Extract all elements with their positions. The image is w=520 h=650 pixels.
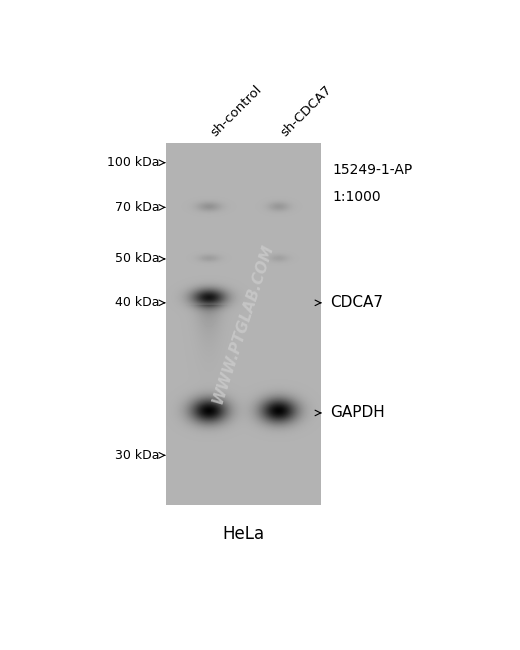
Text: GAPDH: GAPDH bbox=[330, 406, 385, 421]
Text: CDCA7: CDCA7 bbox=[330, 295, 383, 310]
Text: 30 kDa: 30 kDa bbox=[115, 448, 160, 461]
Text: 50 kDa: 50 kDa bbox=[115, 252, 160, 265]
Text: HeLa: HeLa bbox=[222, 525, 264, 543]
Text: 70 kDa: 70 kDa bbox=[115, 201, 160, 214]
Text: 15249-1-AP: 15249-1-AP bbox=[332, 162, 413, 177]
Text: sh-control: sh-control bbox=[209, 83, 265, 140]
Text: WWW.PTGLAB.COM: WWW.PTGLAB.COM bbox=[210, 242, 276, 406]
Text: sh-CDCA7: sh-CDCA7 bbox=[278, 83, 334, 140]
Text: 100 kDa: 100 kDa bbox=[107, 156, 160, 169]
Text: 1:1000: 1:1000 bbox=[332, 190, 381, 203]
Text: 40 kDa: 40 kDa bbox=[115, 296, 160, 309]
